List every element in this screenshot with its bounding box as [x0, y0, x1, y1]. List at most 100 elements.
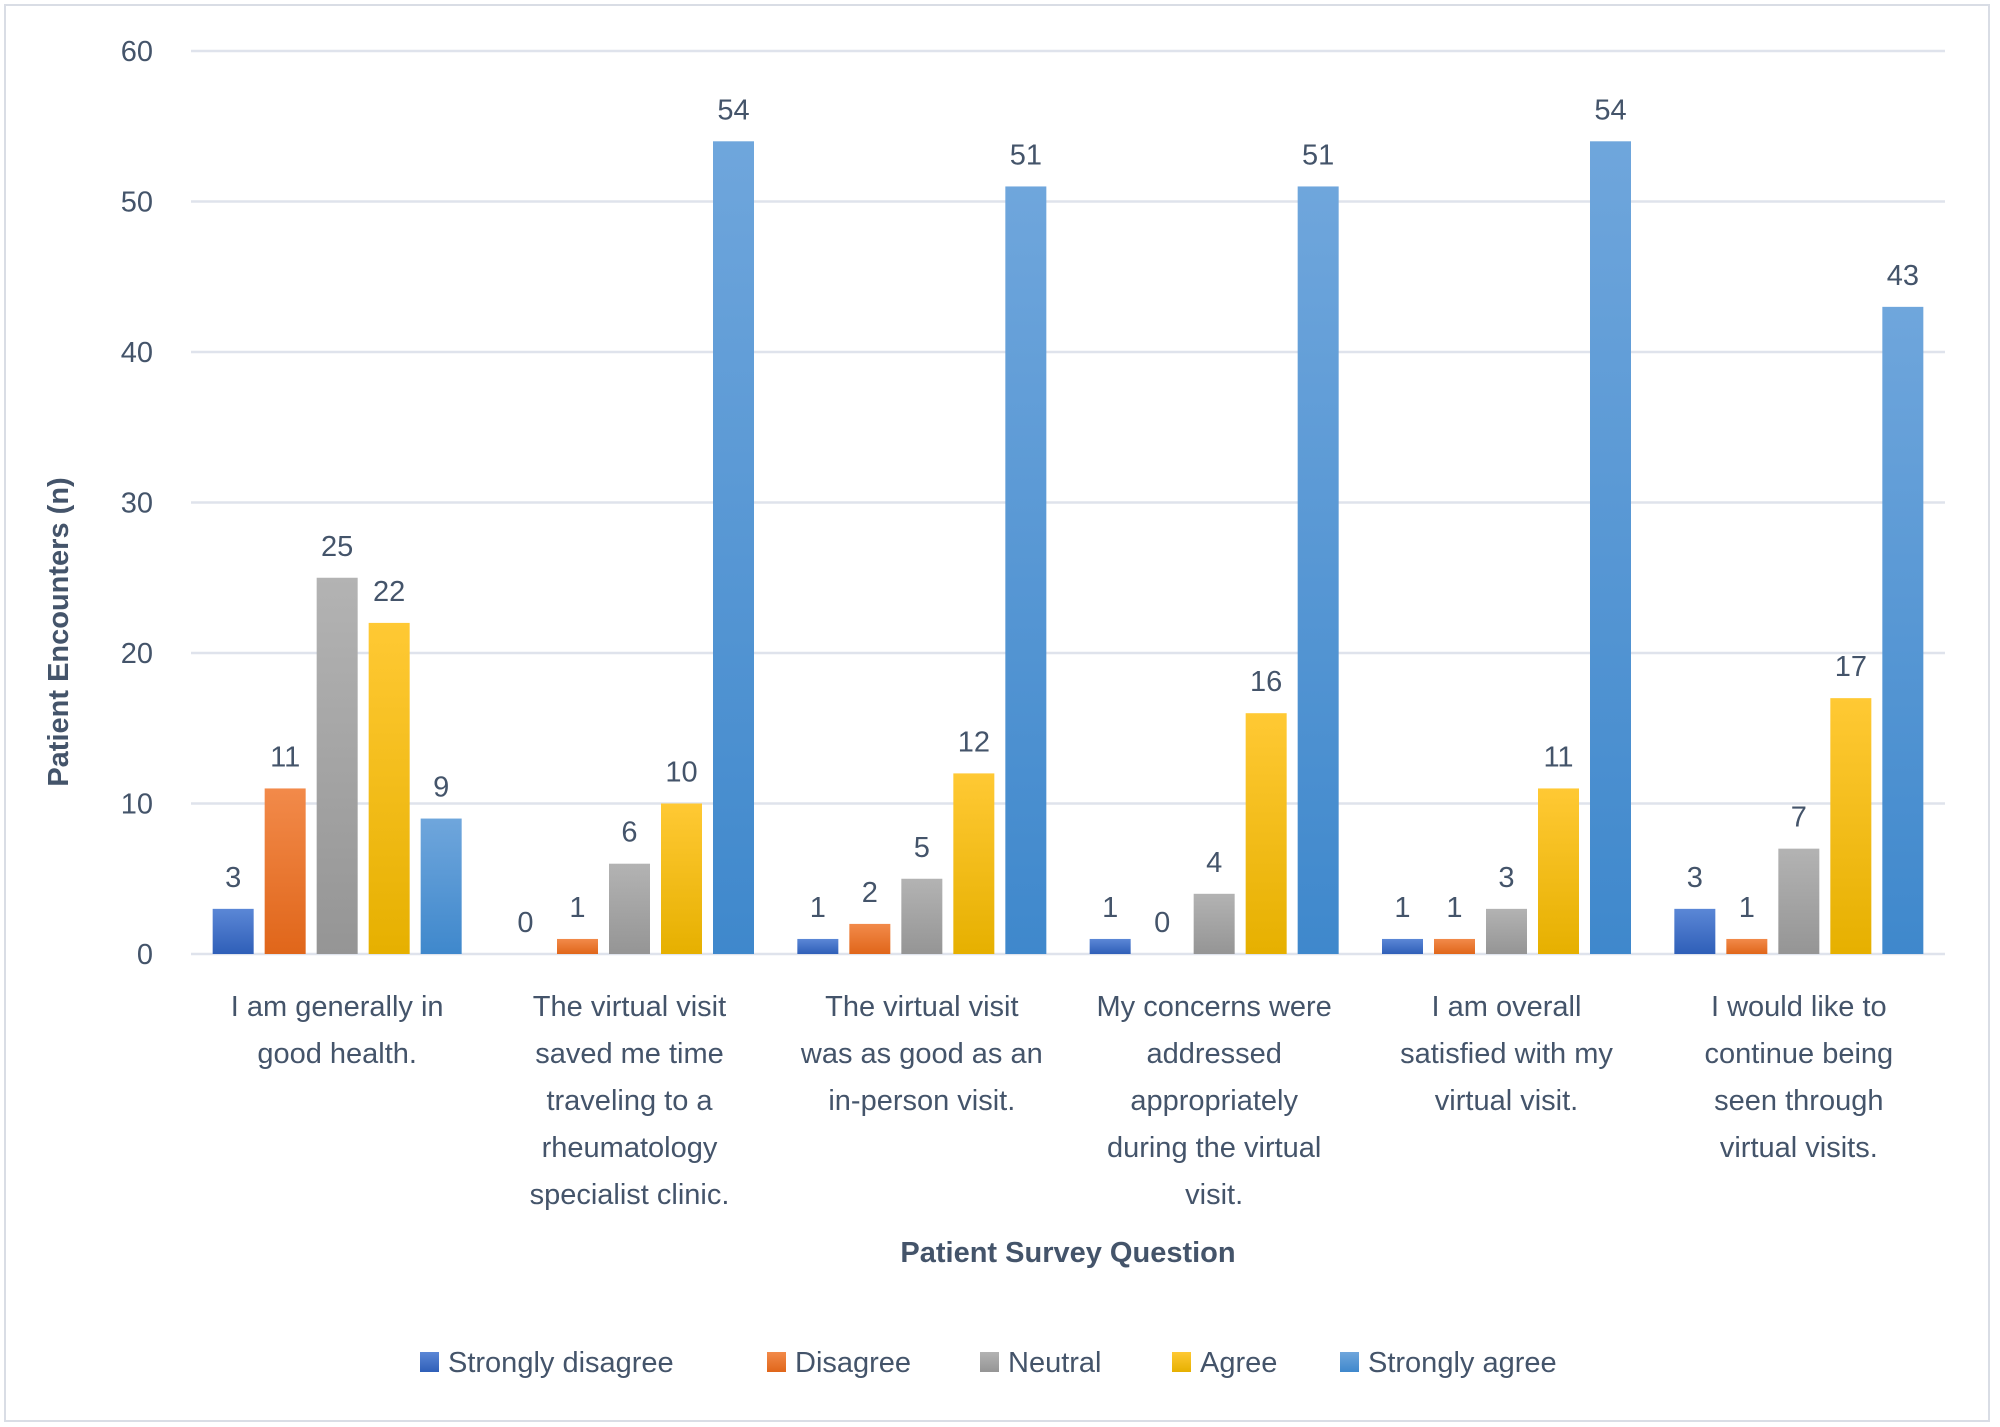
bar-disagree [557, 938, 598, 954]
legend-label: Agree [1200, 1347, 1277, 1379]
y-tick-label: 10 [121, 789, 153, 821]
category-label-line: satisfied with my [1400, 1038, 1613, 1070]
legend-label: Strongly disagree [448, 1347, 674, 1379]
category-label: The virtual visit was as good as an in-per… [800, 991, 1043, 1117]
legend-swatch [767, 1352, 786, 1372]
bar-agree [368, 622, 410, 954]
category-label: I am generally in good health. [231, 991, 444, 1070]
bar-agree [1245, 713, 1287, 954]
category-label: I am overall satisfied with my virtual vis… [1400, 991, 1613, 1117]
legend-swatch [420, 1352, 439, 1372]
category-label-line: virtual visit. [1435, 1085, 1578, 1117]
y-axis-ticks: 0 10 20 30 40 50 60 [121, 36, 153, 971]
category-label-line: in-person visit. [828, 1085, 1015, 1117]
value-label: 51 [1302, 139, 1334, 171]
value-label: 5 [914, 832, 930, 864]
bar-strongly-agree [420, 818, 462, 954]
bar-strongly-agree [1590, 141, 1631, 955]
category-label-line: appropriately [1130, 1085, 1298, 1117]
value-label: 1 [1739, 892, 1755, 924]
bar-neutral [1193, 893, 1235, 954]
legend-label: Neutral [1008, 1347, 1102, 1379]
category-label-line: was as good as an [800, 1038, 1043, 1070]
category-label-line: addressed [1146, 1038, 1281, 1070]
bar-disagree [264, 788, 306, 954]
value-label: 17 [1835, 651, 1867, 683]
bar-agree [661, 803, 702, 954]
bar-neutral [1778, 848, 1820, 954]
legend-item-neutral: Neutral [980, 1347, 1102, 1379]
value-label: 1 [810, 892, 826, 924]
value-label: 1 [1102, 892, 1118, 924]
value-label: 0 [1154, 907, 1170, 939]
bars [212, 141, 1924, 955]
bar-disagree [1726, 938, 1768, 954]
category-label-line: The virtual visit [825, 991, 1018, 1023]
value-label: 2 [862, 877, 878, 909]
bar-strongly-agree [713, 141, 754, 955]
category-label: The virtual visit saved me time traveling … [530, 991, 730, 1211]
value-label: 3 [225, 862, 241, 894]
category-label-line: I am overall [1432, 991, 1582, 1023]
value-label: 3 [1498, 862, 1514, 894]
category-labels: I am generally in good health. The virtual… [231, 991, 1893, 1211]
legend-label: Disagree [795, 1347, 911, 1379]
bar-disagree [849, 923, 891, 954]
bar-disagree [1434, 938, 1475, 954]
category-label-line: during the virtual [1107, 1132, 1321, 1164]
value-label: 10 [665, 757, 697, 789]
legend: Strongly disagree Disagree Neutral Agree Str… [420, 1347, 1557, 1379]
bar-strongly-disagree [1382, 938, 1423, 954]
category-label-line: The virtual visit [533, 991, 726, 1023]
category-label-line: I am generally in [231, 991, 444, 1023]
bar-strongly-agree [1297, 186, 1339, 954]
y-tick-label: 60 [121, 36, 153, 68]
bar-strongly-agree [1882, 306, 1924, 955]
bar-agree [1830, 698, 1872, 954]
category-label-line: I would like to [1711, 991, 1887, 1023]
value-label: 7 [1791, 802, 1807, 834]
y-axis-title: Patient Encounters (n) [43, 477, 75, 786]
bar-strongly-disagree [212, 908, 254, 954]
value-label: 54 [717, 94, 749, 126]
category-label-line: seen through [1714, 1085, 1883, 1117]
bar-strongly-disagree [1089, 938, 1131, 954]
value-label: 1 [569, 892, 585, 924]
bar-strongly-disagree [1674, 908, 1716, 954]
category-label-line: My concerns were [1097, 991, 1332, 1023]
bar-agree [1538, 788, 1579, 954]
value-label: 22 [373, 576, 405, 608]
value-label: 0 [517, 907, 533, 939]
y-tick-label: 20 [121, 638, 153, 670]
legend-item-strongly-agree: Strongly agree [1340, 1347, 1557, 1379]
category-label-line: virtual visits. [1720, 1132, 1878, 1164]
value-label: 51 [1010, 139, 1042, 171]
y-tick-label: 30 [121, 488, 153, 520]
bar-agree [953, 773, 995, 954]
value-label: 25 [321, 531, 353, 563]
y-tick-label: 50 [121, 187, 153, 219]
value-label: 9 [433, 772, 449, 804]
legend-swatch [1172, 1352, 1191, 1372]
value-label: 11 [1543, 741, 1573, 773]
category-label-line: visit. [1185, 1179, 1243, 1211]
value-label: 1 [1394, 892, 1410, 924]
value-label: 16 [1250, 666, 1282, 698]
category-label: I would like to continue being seen throug… [1705, 991, 1894, 1164]
category-label-line: good health. [257, 1038, 417, 1070]
category-label-line: rheumatology [542, 1132, 718, 1164]
value-label: 4 [1206, 847, 1222, 879]
bar-strongly-disagree [797, 938, 839, 954]
category-label: My concerns were addressed appropriately du… [1097, 991, 1332, 1211]
value-label: 54 [1594, 94, 1626, 126]
legend-swatch [1340, 1352, 1359, 1372]
value-label: 12 [958, 726, 990, 758]
value-label: 1 [1446, 892, 1462, 924]
x-axis-title: Patient Survey Question [900, 1237, 1235, 1269]
bar-strongly-agree [1005, 186, 1047, 954]
legend-item-strongly-disagree: Strongly disagree [420, 1347, 674, 1379]
category-label-line: continue being [1705, 1038, 1894, 1070]
value-label: 43 [1887, 260, 1919, 292]
